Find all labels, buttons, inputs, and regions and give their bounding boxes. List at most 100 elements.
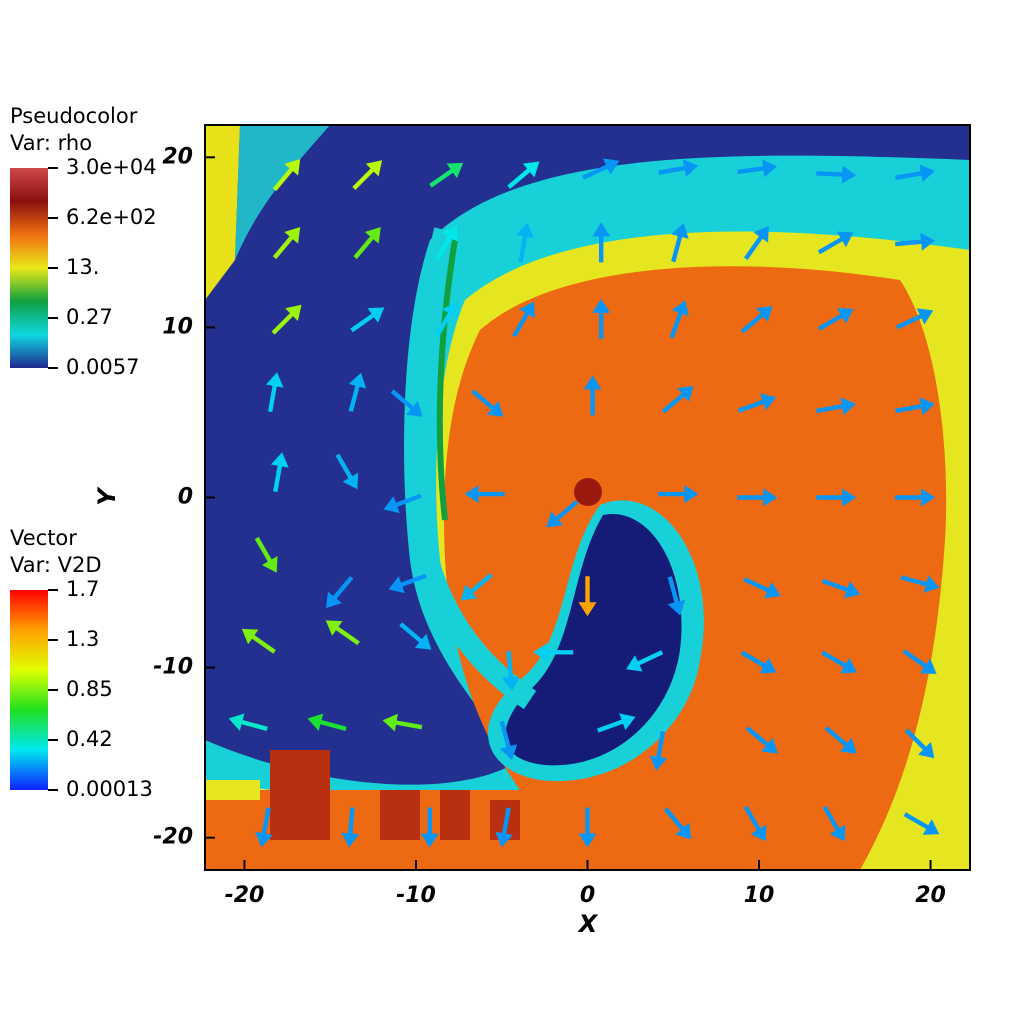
vector-layer <box>228 158 940 848</box>
vector-arrow <box>512 301 535 338</box>
vector-arrow <box>399 622 432 650</box>
vector-arrow <box>744 226 769 260</box>
vector-arrow <box>671 223 689 263</box>
vector-arrow <box>626 650 664 672</box>
vector-arrow <box>464 485 505 504</box>
vector-arrow <box>658 159 699 177</box>
vector-arrow <box>902 649 937 674</box>
vector-arrow <box>341 807 360 848</box>
vector-arrow <box>501 650 520 691</box>
vector-arrow <box>649 730 668 771</box>
vector-arrow <box>241 628 276 654</box>
y-tick-label: -20 <box>153 825 193 850</box>
vector-arrow <box>597 713 636 733</box>
legend-title: Pseudocolor <box>10 104 138 128</box>
vector-arrow <box>737 488 778 507</box>
vector-arrow <box>350 307 385 333</box>
colorbar-label: 0.27 <box>66 305 113 329</box>
vector-arrow <box>254 536 278 573</box>
vector-arrow <box>507 161 540 189</box>
vector-arrow <box>516 222 534 263</box>
vector-arrow <box>352 160 383 190</box>
vector-arrow <box>546 500 579 528</box>
legend-title: Vector <box>10 526 77 550</box>
vector-arrow <box>737 393 777 413</box>
vector-arrow <box>325 576 354 609</box>
vector-arrow <box>434 301 458 338</box>
legend-variable: Var: V2D <box>10 553 102 577</box>
vector-arrow <box>228 713 268 731</box>
vector-arrow <box>271 304 302 335</box>
y-tick-label: -10 <box>153 655 193 680</box>
vector-arrow <box>348 372 367 412</box>
x-tick-label: 20 <box>915 883 946 908</box>
vector-arrow <box>495 807 513 848</box>
vector-arrow <box>817 308 854 331</box>
vector-arrow <box>499 720 518 760</box>
colorbar-label: 0.42 <box>66 727 113 751</box>
colorbar-label: 1.3 <box>66 627 99 651</box>
vector-arrow <box>663 807 692 840</box>
vector-arrow <box>471 389 504 417</box>
colorbar-label: 13. <box>66 255 99 279</box>
vector-arrow <box>669 300 689 339</box>
x-tick-label: 0 <box>580 883 595 908</box>
vector-arrow <box>307 713 347 731</box>
vector-arrow <box>661 386 694 414</box>
vector-arrow <box>578 576 597 617</box>
vector-arrow <box>270 452 289 493</box>
vector-arrow <box>592 298 611 339</box>
vector-arrow <box>325 620 360 646</box>
y-tick-label: 0 <box>178 485 193 510</box>
vector-arrow <box>817 231 854 255</box>
vector-arrow <box>903 812 940 835</box>
colorbar-label: 0.0057 <box>66 355 139 379</box>
vector-arrow <box>895 397 935 416</box>
vector-arrow <box>737 159 778 178</box>
vector-arrow <box>420 807 439 848</box>
vector-arrow <box>667 576 686 616</box>
colorbar-label: 0.00013 <box>66 777 153 801</box>
vector-arrow <box>533 643 574 662</box>
vector-arrow <box>383 493 422 514</box>
vector-arrow <box>824 726 857 754</box>
vector-arrow <box>743 805 767 842</box>
vector-arrow <box>821 578 861 599</box>
density-field <box>205 125 970 870</box>
vector-arrow <box>353 227 381 260</box>
colorbar <box>10 590 48 790</box>
legend-variable: Var: rho <box>10 131 92 155</box>
x-tick-label: -10 <box>396 883 436 908</box>
y-tick-label: 20 <box>162 144 193 169</box>
vector-arrow <box>900 575 940 593</box>
y-tick-label: 10 <box>162 314 193 339</box>
vector-arrow <box>895 488 936 507</box>
vector-arrow <box>272 159 301 192</box>
vector-arrow <box>743 577 781 599</box>
vector-arrow <box>822 805 846 842</box>
vector-arrow <box>816 165 857 184</box>
colorbar <box>10 168 48 368</box>
vector-arrow <box>904 728 935 759</box>
vector-arrow <box>265 372 284 413</box>
vector-arrow <box>745 726 778 754</box>
vector-arrow <box>896 308 934 330</box>
y-axis-label: Y <box>93 486 121 506</box>
vector-arrow <box>460 573 493 601</box>
vector-arrow <box>816 397 856 416</box>
colorbar-label: 3.0e+04 <box>66 155 157 179</box>
vector-arrow <box>821 650 857 674</box>
vector-arrow <box>429 162 464 188</box>
vector-arrow <box>895 164 935 183</box>
vector-arrow <box>582 158 620 180</box>
colorbar-label: 1.7 <box>66 577 99 601</box>
vector-arrow <box>434 225 458 261</box>
x-axis-label: X <box>577 910 599 938</box>
colorbar-label: 6.2e+02 <box>66 205 157 229</box>
vector-arrow <box>592 222 611 263</box>
vector-arrow <box>816 488 857 507</box>
vector-arrow <box>255 807 273 848</box>
vector-arrow <box>658 485 699 504</box>
vector-arrow <box>388 573 427 594</box>
